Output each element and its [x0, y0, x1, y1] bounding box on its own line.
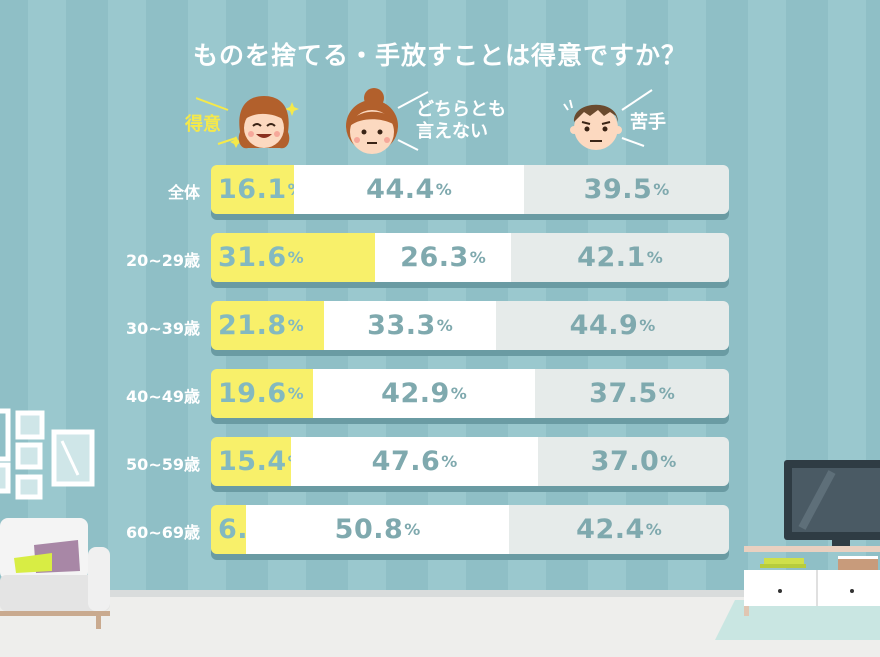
bar-segment-bad: 44.9%	[496, 301, 729, 350]
category-label: 40~49歳	[126, 387, 200, 406]
bar-segment-bad: 37.0%	[538, 437, 729, 486]
bar-segment-bad: 37.5%	[535, 369, 729, 418]
category-label: 20~29歳	[126, 251, 200, 270]
data-label: 42.4	[576, 514, 645, 545]
bar-segment-good: 6.8%	[211, 505, 284, 554]
bar-segment-neutral: 33.3%	[324, 301, 496, 350]
bar-segment-good: 16.1%	[211, 165, 304, 214]
bar-row: 6.8%50.8%42.4%	[211, 505, 729, 554]
wall-baseboard	[0, 590, 880, 598]
bun-hair-woman-icon	[346, 88, 429, 154]
data-label: 37.0	[590, 446, 660, 477]
percent-unit: %	[645, 520, 662, 539]
legend-label-neutral: どちらとも 言えない	[416, 99, 506, 142]
bar-segment-good: 31.6%	[211, 233, 375, 282]
worried-man-icon	[563, 89, 653, 150]
bar-row: 21.8% 33.3% 44.9%	[211, 301, 729, 350]
data-label: 42.1	[577, 242, 646, 273]
sofa-decoration	[0, 518, 110, 629]
category-label: 30~39歳	[126, 319, 200, 338]
percent-unit: %	[435, 180, 452, 199]
percent-unit: %	[469, 248, 486, 267]
data-label: 26.3	[400, 242, 469, 273]
category-label: 50~59歳	[126, 455, 200, 474]
data-label: 33.3	[367, 310, 436, 341]
legend-label-bad: 苦手	[630, 112, 666, 133]
percent-unit: %	[287, 384, 304, 403]
chart-title: ものを捨てる・手放すことは得意ですか？	[192, 41, 687, 70]
bar-segment-good: 19.6%	[211, 369, 313, 418]
bar-row: 31.6% 26.3% 42.1%	[211, 233, 729, 282]
data-label: 47.6	[371, 446, 441, 477]
bar-segment-good: 21.8%	[211, 301, 324, 350]
bar-segment-bad: 42.4%	[509, 505, 729, 554]
category-label: 全体	[167, 183, 200, 202]
data-label: 19.6	[218, 378, 287, 409]
smiling-girl-icon	[196, 96, 299, 149]
bar-row: 19.6% 42.9% 37.5%	[211, 369, 729, 418]
bar-segment-bad: 42.1%	[511, 233, 729, 282]
data-label: 50.8	[334, 514, 404, 545]
bar-segment-neutral: 42.9%	[313, 369, 535, 418]
legend-label-good: 得意	[185, 114, 221, 135]
percent-unit: %	[450, 384, 467, 403]
percent-unit: %	[639, 316, 656, 335]
data-label: 44.4	[366, 174, 435, 205]
bar-segment-bad: 39.5%	[524, 165, 729, 214]
percent-unit: %	[287, 316, 304, 335]
percent-unit: %	[653, 180, 670, 199]
bar-row: 15.4%47.6%37.0%	[211, 437, 729, 486]
percent-unit: %	[404, 520, 421, 539]
wall-frames-decoration	[0, 408, 95, 500]
bar-segment-neutral: 44.4%	[294, 165, 524, 214]
floor-rug-decoration	[715, 600, 880, 640]
data-label: 15.4	[218, 446, 287, 477]
data-label: 31.6	[218, 242, 287, 273]
bar-row: 16.1%44.4%39.5%	[211, 165, 729, 214]
data-label: 37.5	[589, 378, 658, 409]
data-label: 21.8	[218, 310, 287, 341]
data-label: 16.1	[218, 174, 287, 205]
bar-segment-neutral: 47.6%	[291, 437, 538, 486]
percent-unit: %	[441, 452, 458, 471]
data-label: 42.9	[381, 378, 450, 409]
tv-cabinet-decoration	[744, 460, 880, 616]
bar-segment-good: 15.4%	[211, 437, 304, 486]
bar-segment-neutral: 26.3%	[375, 233, 511, 282]
percent-unit: %	[660, 452, 677, 471]
percent-unit: %	[658, 384, 675, 403]
percent-unit: %	[646, 248, 663, 267]
category-label: 60~69歳	[126, 523, 200, 542]
data-label: 44.9	[569, 310, 639, 341]
data-label: 39.5	[583, 174, 653, 205]
bar-segment-neutral: 50.8%	[246, 505, 509, 554]
percent-unit: %	[287, 248, 304, 267]
percent-unit: %	[436, 316, 453, 335]
